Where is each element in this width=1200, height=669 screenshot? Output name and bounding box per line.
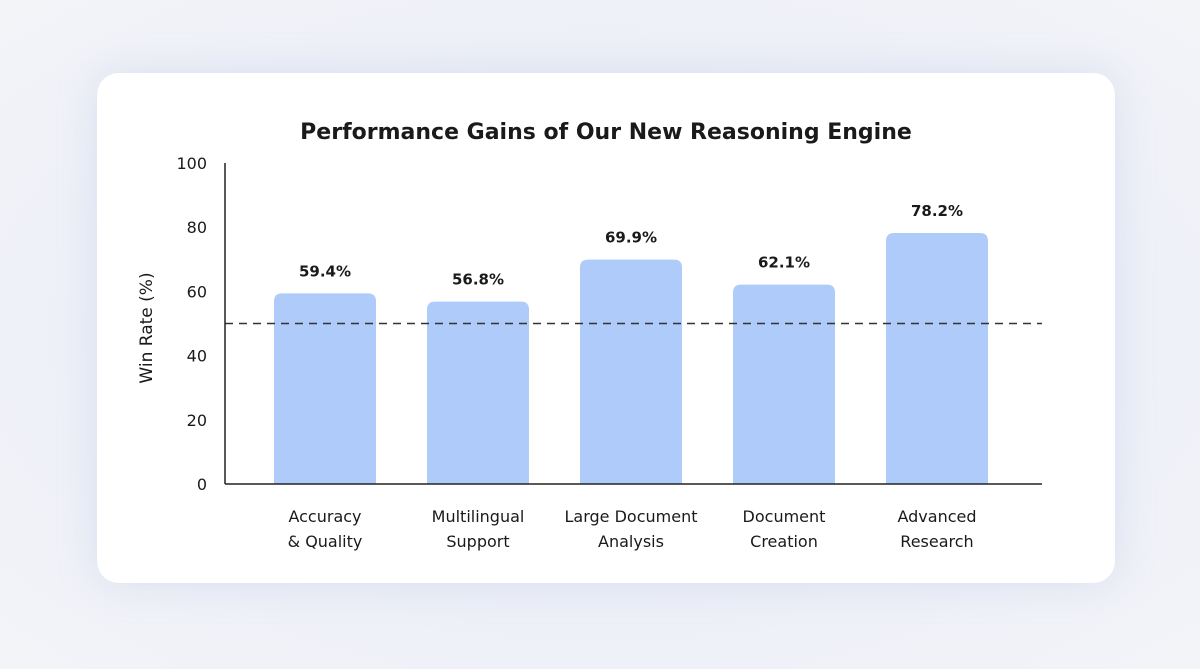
category-label-1-line-2: & Quality bbox=[288, 532, 363, 551]
y-tick-label-80: 80 bbox=[187, 218, 207, 237]
y-tick-label-40: 40 bbox=[187, 347, 207, 366]
value-label-2: 56.8% bbox=[452, 271, 504, 289]
category-label-4-line-2: Creation bbox=[750, 532, 818, 551]
value-label-5: 78.2% bbox=[911, 202, 963, 220]
category-label-2-line-2: Support bbox=[446, 532, 509, 551]
y-axis-ticks: 0 20 40 60 80 100 bbox=[176, 154, 207, 494]
y-tick-label-0: 0 bbox=[197, 475, 207, 494]
category-labels: Accuracy & Quality Multilingual Support Larg… bbox=[288, 507, 977, 551]
category-label-1-line-1: Accuracy bbox=[288, 507, 361, 526]
category-label-3: Large Document Analysis bbox=[565, 507, 698, 551]
category-label-3-line-1: Large Document bbox=[565, 507, 698, 526]
y-tick-label-20: 20 bbox=[187, 411, 207, 430]
chart-card: Performance Gains of Our New Reasoning E… bbox=[97, 73, 1115, 583]
category-label-5-line-2: Research bbox=[900, 532, 973, 551]
value-label-4: 62.1% bbox=[758, 254, 810, 272]
bar-3 bbox=[580, 259, 682, 484]
value-label-3: 69.9% bbox=[605, 229, 657, 247]
y-axis-label: Win Rate (%) bbox=[137, 272, 157, 383]
category-label-5-line-1: Advanced bbox=[897, 507, 976, 526]
chart-title: Performance Gains of Our New Reasoning E… bbox=[300, 120, 912, 145]
category-label-4: Document Creation bbox=[743, 507, 826, 551]
bar-2 bbox=[427, 301, 529, 484]
value-labels: 59.4% 56.8% 69.9% 62.1% 78.2% bbox=[299, 202, 963, 289]
value-label-1: 59.4% bbox=[299, 262, 351, 280]
bar-1 bbox=[274, 293, 376, 484]
bar-5 bbox=[886, 232, 988, 484]
category-label-2-line-1: Multilingual bbox=[432, 507, 525, 526]
category-label-2: Multilingual Support bbox=[432, 507, 525, 551]
category-label-4-line-1: Document bbox=[743, 507, 826, 526]
bar-chart: Performance Gains of Our New Reasoning E… bbox=[137, 120, 1042, 551]
category-label-3-line-2: Analysis bbox=[598, 532, 664, 551]
category-label-5: Advanced Research bbox=[897, 507, 976, 551]
bar-4 bbox=[733, 284, 835, 484]
category-label-1: Accuracy & Quality bbox=[288, 507, 363, 551]
y-tick-label-100: 100 bbox=[176, 154, 207, 173]
y-tick-label-60: 60 bbox=[187, 282, 207, 301]
bars bbox=[274, 232, 988, 484]
